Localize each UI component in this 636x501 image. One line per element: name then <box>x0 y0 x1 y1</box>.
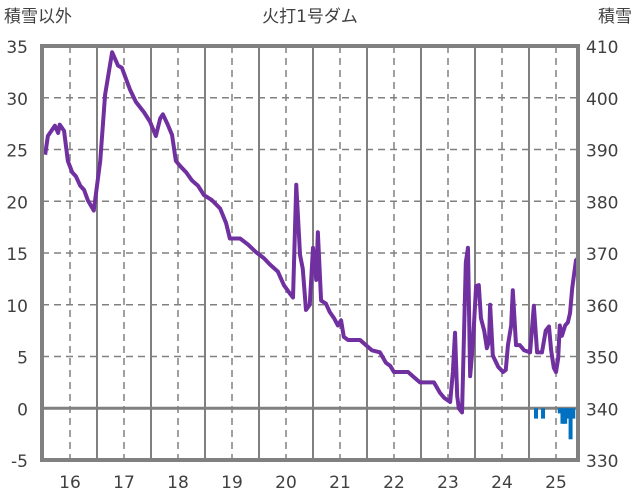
x-tick-label: 18 <box>167 473 189 493</box>
y-tick-label: 15 <box>6 245 28 265</box>
y-tick-label: 0 <box>17 400 28 420</box>
y2-tick-label: 360 <box>586 297 618 317</box>
snow-bar <box>563 408 568 424</box>
y2-tick-label: 410 <box>586 38 618 58</box>
x-tick-label: 20 <box>275 473 297 493</box>
x-tick-label: 23 <box>437 473 459 493</box>
x-tick-label: 16 <box>59 473 81 493</box>
y2-tick-label: 350 <box>586 349 618 369</box>
y-tick-label: -5 <box>11 452 28 472</box>
y2-tick-label: 340 <box>586 400 618 420</box>
y-tick-label: 35 <box>6 38 28 58</box>
y-tick-label: 5 <box>17 349 28 369</box>
snow-bar <box>560 408 565 424</box>
y2-tick-label: 400 <box>586 90 618 110</box>
y2-tick-label: 330 <box>586 452 618 472</box>
y2-tick-label: 380 <box>586 193 618 213</box>
y-tick-label: 25 <box>6 142 28 162</box>
y2-tick-label: 390 <box>586 142 618 162</box>
snow-bar <box>565 408 570 419</box>
y2-tick-label: 370 <box>586 245 618 265</box>
snow-bar <box>557 408 562 414</box>
chart-title: 火打1号ダム <box>262 7 358 27</box>
x-tick-label: 22 <box>383 473 405 493</box>
x-tick-label: 24 <box>491 473 513 493</box>
snow-bar <box>568 408 573 440</box>
left-axis-title: 積雪以外 <box>4 7 72 27</box>
snow-bar <box>571 408 576 419</box>
right-axis-title: 積雪 <box>598 7 632 27</box>
x-tick-label: 17 <box>113 473 135 493</box>
plot-frame <box>40 44 580 462</box>
series-line <box>43 50 580 415</box>
x-tick-label: 19 <box>221 473 243 493</box>
snow-bar <box>534 408 539 419</box>
y-tick-label: 20 <box>6 193 28 213</box>
x-tick-label: 21 <box>329 473 351 493</box>
snow-bar <box>541 408 546 419</box>
x-tick-label: 25 <box>545 473 567 493</box>
y-tick-label: 30 <box>6 90 28 110</box>
y-tick-label: 10 <box>6 297 28 317</box>
